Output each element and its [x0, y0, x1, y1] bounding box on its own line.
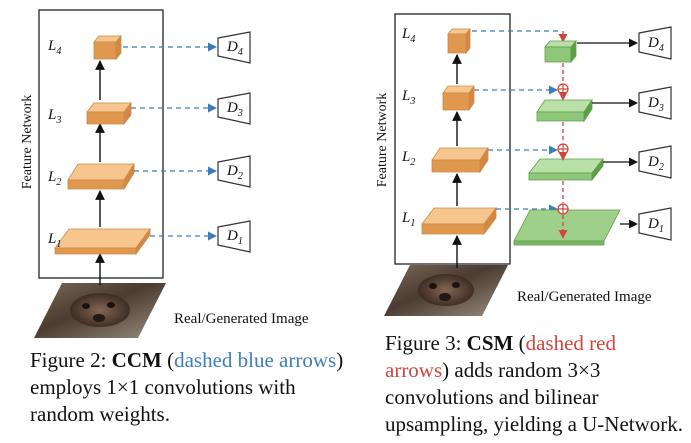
disc-label-d4: D4: [226, 39, 243, 58]
level-label-l3: L3: [47, 107, 61, 126]
feature-network-label: Feature Network: [375, 93, 390, 187]
layer-l4-block: [93, 34, 122, 61]
caption-highlight: dashed blue arrows: [174, 348, 337, 372]
discriminator-d4: [217, 31, 251, 64]
disc-label-d3: D3: [226, 100, 243, 119]
csm-block-4: [544, 39, 577, 64]
layer-l3-block: [442, 84, 475, 112]
layer-l3-block: [86, 101, 132, 126]
layer-l1-block: [54, 227, 151, 256]
level-label-l1: L1: [47, 231, 61, 250]
caption-method-name: CSM: [466, 331, 514, 355]
image-label: Real/Generated Image: [517, 289, 652, 305]
csm-diagram: Feature Network Real/Generated Image: [375, 13, 672, 316]
level-label-l4: L4: [401, 26, 415, 45]
layer-l2-block: [431, 146, 489, 174]
ccm-diagram: Feature Network Real/Generated Image: [20, 9, 309, 338]
discriminator-d1: [638, 207, 672, 241]
disc-label-d3: D3: [647, 95, 664, 114]
disc-label-d2: D2: [226, 163, 243, 182]
level-label-l4: L4: [47, 38, 61, 57]
disc-label-d4: D4: [647, 35, 664, 54]
discriminator-d4: [638, 26, 672, 60]
feature-network-label: Feature Network: [20, 95, 35, 189]
level-label-l3: L3: [401, 88, 415, 107]
layer-l4-block: [447, 27, 471, 55]
figure-2-caption: Figure 2: CCM (dashed blue arrows) emplo…: [30, 348, 344, 426]
discriminator-d1: [217, 220, 251, 253]
disc-label-d1: D1: [647, 216, 664, 235]
discriminator-d3: [638, 86, 672, 120]
caption-method-name: CCM: [111, 348, 162, 372]
layer-l2-block: [67, 162, 135, 191]
feature-network-box: [394, 13, 511, 265]
csm-block-3: [536, 98, 593, 123]
input-image: [384, 265, 508, 316]
disc-label-d1: D1: [226, 228, 243, 247]
csm-block-2: [528, 157, 604, 182]
discriminator-d2: [638, 145, 672, 179]
feature-network-box: [38, 9, 164, 279]
discriminator-d3: [217, 92, 251, 125]
level-label-l2: L2: [47, 169, 61, 188]
disc-label-d2: D2: [647, 154, 664, 173]
image-label: Real/Generated Image: [174, 311, 309, 327]
csm-block-1: [513, 209, 621, 246]
level-label-l1: L1: [401, 210, 415, 229]
input-image: [34, 283, 166, 338]
figure-3-caption: Figure 3: CSM (dashed red arrows) adds r…: [385, 331, 684, 436]
level-label-l2: L2: [401, 149, 415, 168]
discriminator-d2: [217, 155, 251, 188]
caption-highlight: dashed red arrows: [385, 331, 616, 382]
layer-l1-block: [421, 206, 497, 236]
